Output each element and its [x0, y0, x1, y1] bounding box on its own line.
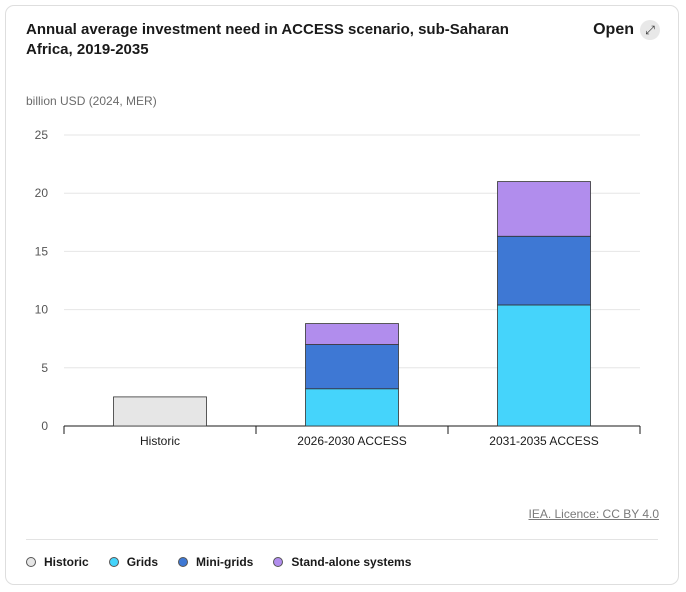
y-tick-label: 25: [35, 128, 49, 142]
x-tick-label: 2026-2030 ACCESS: [297, 434, 406, 448]
legend-swatch: [273, 557, 284, 567]
x-tick-label: Historic: [140, 434, 180, 448]
y-tick-label: 20: [35, 186, 49, 200]
bar-segment: [497, 304, 591, 427]
y-tick-label: 15: [35, 244, 49, 258]
legend-label: Historic: [44, 555, 89, 569]
legend: Historic Grids Mini-grids Stand-alone syste…: [26, 555, 411, 569]
bar-segment: [497, 181, 591, 237]
bar-segment: [305, 323, 399, 345]
legend-item[interactable]: Stand-alone systems: [273, 555, 411, 569]
chart-title: Annual average investment need in ACCESS…: [26, 21, 509, 58]
bar-segment: [497, 235, 591, 306]
licence-link[interactable]: IEA. Licence: CC BY 4.0: [528, 507, 659, 521]
x-tick-label: 2031-2035 ACCESS: [489, 434, 598, 448]
legend-swatch: [26, 557, 36, 567]
legend-label: Stand-alone systems: [291, 555, 412, 569]
legend-item[interactable]: Grids: [108, 555, 159, 569]
legend-swatch: [108, 557, 119, 567]
y-axis-unit-label: billion USD (2024, MER): [26, 94, 157, 108]
open-button[interactable]: Open ⤢: [593, 20, 660, 40]
bar-segment: [305, 388, 399, 427]
bar-segment: [113, 396, 207, 427]
y-tick-label: 0: [41, 419, 48, 433]
expand-icon: ⤢: [640, 20, 660, 40]
legend-label: Grids: [126, 555, 159, 569]
bar-segment: [305, 344, 399, 390]
legend-item[interactable]: Historic: [26, 555, 89, 569]
y-tick-label: 10: [35, 303, 49, 317]
y-tick-label: 5: [41, 361, 48, 375]
legend-label: Mini-grids: [196, 555, 254, 569]
open-label: Open: [593, 21, 634, 38]
divider: [26, 539, 658, 540]
legend-swatch: [178, 557, 189, 567]
legend-item[interactable]: Mini-grids: [178, 555, 253, 569]
